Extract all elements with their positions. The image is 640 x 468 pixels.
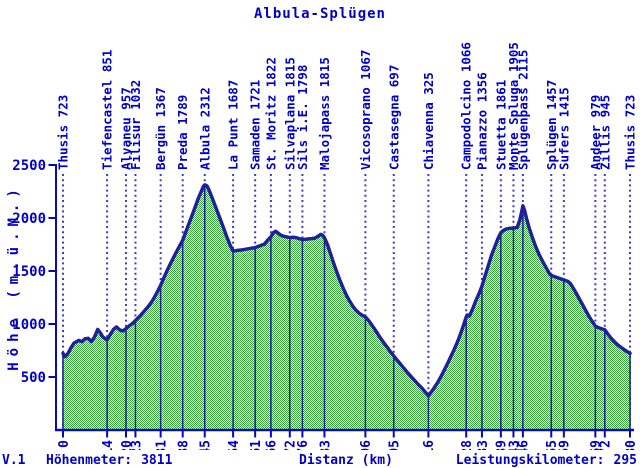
x-tick-label: 96: [359, 440, 374, 450]
waypoint-label: Tiefencastel 851: [100, 50, 115, 170]
y-tick-label: 1000: [12, 317, 46, 333]
x-tick-label: 83: [318, 440, 333, 450]
waypoint-label: Andeer 979: [588, 95, 603, 170]
x-tick-label: 116: [422, 440, 437, 450]
leistungskilometer-value: 295: [613, 453, 637, 468]
waypoint-label: Bergün 1367: [153, 87, 168, 170]
waypoint-label: Splügenpass 2115: [515, 50, 530, 170]
x-tick-label: 54: [227, 440, 242, 450]
x-tick-label: 172: [599, 440, 614, 450]
x-tick-label: 14: [101, 440, 116, 450]
y-tick-label: 2500: [12, 158, 46, 174]
x-axis-title: Distanz (km): [299, 453, 393, 468]
x-tick-label: 159: [558, 440, 573, 450]
y-tick-label: 500: [21, 370, 46, 386]
waypoint-label: Monte Spluga 1905: [506, 42, 521, 170]
waypoint-label: Campodolcino 1066: [459, 42, 474, 170]
chart-title: Albula-Splügen: [253, 6, 386, 22]
x-tick-label: 38: [177, 440, 192, 450]
version-label: V.1: [2, 453, 26, 468]
waypoint-label: Castasegna 697: [386, 65, 401, 170]
x-tick-label: 146: [517, 440, 532, 450]
waypoint-label: Thusis 723: [623, 95, 638, 170]
waypoint-label: Silvaplana 1815: [282, 57, 297, 170]
x-tick-label: 61: [249, 440, 264, 450]
x-tick-label: 128: [460, 440, 475, 450]
status-bar: V.1 Höhenmeter: 3811 Distanz (km) Leistun…: [0, 451, 640, 468]
waypoint-label: Chiavenna 325: [421, 72, 436, 170]
waypoint-label: Sufers 1415: [556, 87, 571, 170]
leistungskilometer-field: Leistungskilometer: 295: [456, 453, 637, 468]
waypoint-label: St. Moritz 1822: [263, 57, 278, 170]
waypoint-label: Sils i.E. 1798: [295, 65, 310, 170]
elevation-profile-chart: 500 1000 1500 2000 2500 0 14 20 23 31 38 45 54 61 66 72…: [12, 42, 639, 463]
waypoint-label: Malojapass 1815: [317, 57, 332, 170]
waypoint-label: Stuetta 1861: [493, 80, 508, 170]
x-tick-label: 23: [129, 440, 144, 450]
x-tick-label: 66: [265, 440, 280, 450]
waypoint-label: Alvaneu 957: [119, 87, 134, 170]
profile-line: [61, 183, 632, 398]
waypoint-label: Filisur 1032: [128, 80, 143, 170]
x-tick-label: 45: [199, 440, 214, 450]
waypoint-label: Splügen 1457: [544, 80, 559, 170]
waypoint-label: Preda 1789: [175, 95, 190, 170]
x-tick-label: 0: [57, 440, 72, 448]
waypoint-label: Pianazzo 1356: [474, 72, 489, 170]
x-tick-label: 133: [476, 440, 491, 450]
x-tick-label: 31: [154, 440, 169, 450]
hoehenmeter-value: 3811: [141, 453, 173, 468]
waypoint-label: Zillis 945: [597, 95, 612, 170]
waypoint-label: Vicosoprano 1067: [358, 50, 373, 170]
hoehenmeter-label: Höhenmeter:: [46, 453, 133, 468]
waypoint-label: Samaden 1721: [248, 80, 263, 170]
waypoint-label: La Punt 1687: [226, 80, 241, 170]
leistungskilometer-label: Leistungskilometer:: [455, 453, 605, 468]
waypoint-label: Thusis 723: [56, 95, 71, 170]
x-tick-label: 76: [296, 440, 311, 450]
x-tick-label: 105: [388, 440, 403, 450]
hoehenmeter-field: Höhenmeter: 3811: [46, 453, 172, 468]
y-tick-label: 2000: [12, 211, 46, 227]
waypoint-label: Albula 2312: [197, 87, 212, 170]
y-tick-label: 1500: [12, 264, 46, 280]
x-tick-label: 180: [624, 440, 639, 450]
